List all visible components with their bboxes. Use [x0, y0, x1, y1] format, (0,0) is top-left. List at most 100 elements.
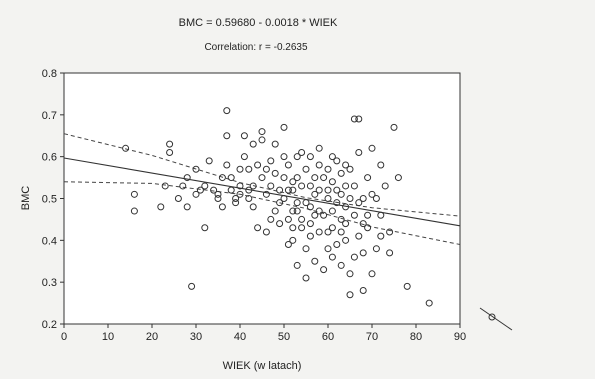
data-point [289, 224, 297, 232]
data-point [386, 249, 394, 257]
data-point [328, 153, 336, 161]
data-point [280, 174, 288, 182]
data-point [372, 245, 380, 253]
data-point [377, 211, 385, 219]
data-point [284, 241, 292, 249]
x-tick-label: 0 [61, 331, 67, 343]
data-point [271, 207, 279, 215]
data-point [236, 165, 244, 173]
data-point [359, 249, 367, 257]
data-point [166, 148, 174, 156]
data-point [227, 174, 235, 182]
data-point [258, 128, 266, 136]
y-tick-label: 0.5 [42, 194, 57, 206]
legend-line [479, 307, 513, 331]
data-point [183, 203, 191, 211]
data-point [368, 144, 376, 152]
legend-point-icon [488, 313, 496, 321]
data-point [284, 215, 292, 223]
data-point [350, 253, 358, 261]
data-point [350, 182, 358, 190]
data-point [223, 107, 231, 115]
data-point [311, 174, 319, 182]
data-point [271, 140, 279, 148]
data-point [298, 182, 306, 190]
data-point [227, 186, 235, 194]
data-point [280, 195, 288, 202]
data-point [174, 195, 182, 202]
y-tick-label: 0.3 [42, 277, 57, 289]
data-point [267, 182, 275, 190]
data-point [403, 282, 411, 290]
data-point [258, 174, 266, 182]
data-point [337, 190, 345, 198]
data-point [258, 136, 266, 144]
data-point [342, 182, 350, 190]
data-point [240, 153, 248, 161]
data-point [254, 224, 262, 232]
data-point [245, 165, 253, 173]
data-point [364, 224, 372, 232]
data-point [324, 186, 332, 194]
data-point [306, 182, 314, 190]
data-point [302, 165, 310, 173]
data-point [425, 299, 433, 307]
data-point [337, 215, 345, 223]
data-point [342, 161, 350, 169]
x-axis-label: WIEK (w latach) [223, 360, 302, 372]
data-point [218, 203, 226, 211]
y-tick-label: 0.4 [42, 235, 57, 247]
data-point [262, 165, 270, 173]
data-point [280, 123, 288, 131]
data-point [166, 140, 174, 148]
regression-layer [63, 157, 461, 227]
data-point [328, 178, 336, 186]
data-point [214, 190, 222, 198]
data-point [192, 190, 200, 198]
data-point [372, 195, 380, 202]
data-point [315, 186, 323, 194]
chart-subtitle: Correlation: r = -0.2635 [204, 42, 308, 53]
x-tick-label: 30 [190, 331, 202, 343]
data-point [271, 169, 279, 177]
data-point [302, 274, 310, 282]
data-point [298, 148, 306, 156]
data-point [368, 190, 376, 198]
data-point [267, 215, 275, 223]
x-tick-label: 70 [366, 331, 378, 343]
data-point [293, 174, 301, 182]
data-point [201, 182, 209, 190]
data-point [245, 186, 253, 194]
data-point [298, 224, 306, 232]
data-point [254, 161, 262, 169]
data-point [324, 165, 332, 173]
data-point [324, 245, 332, 253]
data-point [302, 199, 310, 207]
y-tick-label: 0.2 [42, 319, 57, 331]
data-point [328, 207, 336, 215]
data-point [315, 144, 323, 152]
data-point [289, 186, 297, 194]
data-point [183, 174, 191, 182]
data-point [130, 190, 138, 198]
data-point [337, 228, 345, 236]
data-point [315, 228, 323, 236]
data-point [324, 195, 332, 202]
axis-ticks: 0 10 20 30 40 50 60 70 80 90 0.2 0.3 0.4 0.5 0.6 0.7 0.8 [42, 68, 466, 343]
data-point [377, 232, 385, 240]
data-point [320, 266, 328, 274]
data-point [130, 207, 138, 215]
data-point [346, 291, 354, 299]
data-point [342, 220, 350, 228]
x-tick-label: 90 [454, 331, 466, 343]
y-tick-label: 0.8 [42, 68, 57, 80]
data-point [249, 140, 257, 148]
data-point [306, 153, 314, 161]
data-point [311, 211, 319, 219]
data-point [276, 220, 284, 228]
data-point [359, 195, 367, 202]
data-point [377, 161, 385, 169]
data-point [390, 123, 398, 131]
x-tick-label: 10 [102, 331, 114, 343]
